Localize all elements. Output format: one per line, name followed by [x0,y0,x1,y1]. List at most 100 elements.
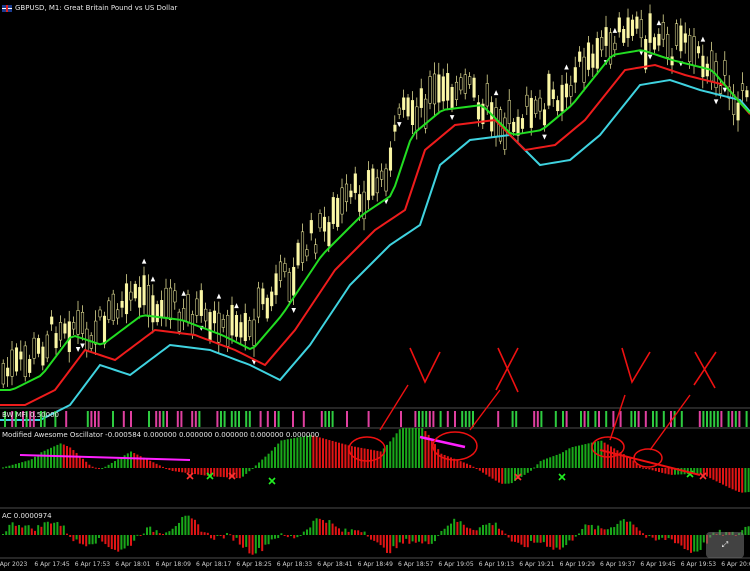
candle-body [740,83,745,91]
candle-body [217,312,221,343]
mfi-bar [418,411,420,427]
mao-bar [213,468,216,477]
ac-bar [411,535,414,542]
fractal-up-icon [700,36,706,42]
mao-bar [645,468,648,469]
mfi-bar [731,411,734,427]
mao-bar [402,428,404,468]
candle-body [248,320,252,337]
mao-bar [210,468,212,477]
annotation-x-mark [495,347,519,393]
mfi-bar [497,411,500,427]
signal-cross-icon [206,472,214,480]
bw-mfi-label: BW MFI 0.50000 [2,411,60,419]
mao-bar [238,468,241,479]
mfi-bar [292,411,294,427]
candle-body [94,320,98,345]
ac-bar [72,535,75,542]
candle-body [177,311,181,332]
ac-bar [322,520,324,535]
ac-bar [510,535,513,542]
expand-icon[interactable]: ⤢ [706,532,744,558]
uk-flag-icon [2,4,12,12]
mfi-bar [90,411,93,427]
candle-body [80,311,85,334]
ac-bar [539,535,542,543]
ac-bar [136,534,139,536]
mao-bar [72,450,75,468]
ac-bar [370,535,372,540]
candle-body [243,313,247,342]
mao-bar [334,441,337,468]
mfi-bar [662,411,665,427]
candle-body [503,117,507,150]
annotation-v-mark [409,347,441,384]
mao-bar [133,453,136,468]
candle-body [36,338,41,354]
mfi-bar [583,411,586,427]
mfi-bar [634,411,636,427]
mfi-bar [670,411,672,427]
mao-bar [117,459,120,468]
candle-body [146,285,151,317]
ac-bar [533,535,536,543]
mao-bar [498,468,500,483]
ac-bar [133,535,136,541]
mao-bar [149,460,152,468]
fractal-up-icon [656,20,662,26]
candle-body [336,197,340,227]
fractal-up-icon [564,64,569,70]
ac-bar [222,535,225,539]
mao-bar [411,428,414,468]
candle-body [450,87,454,109]
mfi-bar [454,411,456,427]
ac-bar [14,525,17,535]
mao-bar [21,462,24,468]
candle-body [230,304,234,336]
ac-bar [498,528,500,535]
ac-bar [88,535,91,545]
candle-body [182,308,186,321]
mao-bar [594,441,596,468]
mao-bar [155,463,158,468]
mfi-bar [25,411,28,427]
mfi-bar [533,411,536,427]
mao-bar [430,439,433,468]
candle-body [582,56,586,83]
mao-bar [299,436,302,468]
mao-bar [386,444,388,468]
ac-bar [600,528,603,535]
mfi-bar [515,411,518,427]
mao-bar [734,468,737,491]
ac-bar [638,530,641,535]
ac-bar [395,535,398,549]
ac-bar [258,535,260,548]
ac-bar [50,523,52,535]
ac-bar [24,525,27,535]
chart-title: GBPUSD, M1: Great Britain Pound vs US Do… [2,2,177,14]
fractal-down-icon [722,87,728,93]
ac-bar [91,535,94,545]
ac-bar [629,521,632,535]
mao-bar [520,468,523,477]
annotation-stroke [379,384,409,431]
mao-bar [635,463,638,468]
mfi-bar [637,411,640,427]
mao-bar [712,468,715,480]
candle-body [569,85,573,97]
time-tick: 6 Apr 18:49 [357,561,393,568]
candle-body [608,32,613,65]
mao-bar [696,468,699,474]
mao-bar [565,450,568,468]
mfi-bar [644,411,647,427]
candle-body [226,315,230,347]
mao-bar [46,449,49,468]
ac-bar [526,535,529,548]
mao-bar [344,444,347,468]
ac-bar [469,528,472,535]
mao-bar [229,468,232,478]
mfi-bar [745,411,748,427]
mao-bar [450,457,452,468]
